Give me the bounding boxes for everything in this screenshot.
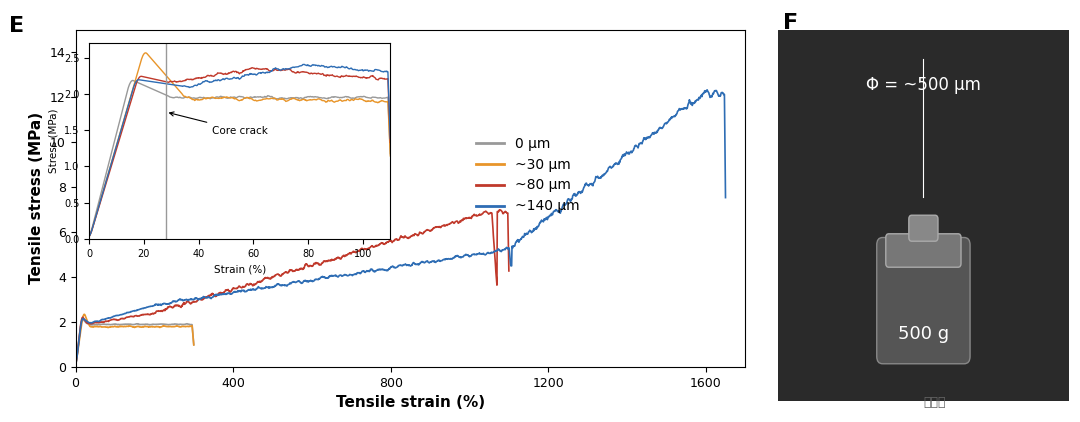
- Text: Φ = ~500 μm: Φ = ~500 μm: [866, 76, 981, 94]
- X-axis label: Tensile strain (%): Tensile strain (%): [336, 395, 485, 411]
- FancyBboxPatch shape: [909, 215, 937, 241]
- FancyBboxPatch shape: [877, 238, 970, 364]
- Text: 500 g: 500 g: [897, 325, 949, 343]
- Text: 量子位: 量子位: [923, 396, 945, 409]
- Text: E: E: [9, 16, 24, 36]
- Text: F: F: [783, 13, 798, 32]
- Y-axis label: Tensile stress (MPa): Tensile stress (MPa): [29, 112, 44, 284]
- FancyBboxPatch shape: [886, 234, 961, 267]
- Legend: 0 μm, ~30 μm, ~80 μm, ~140 μm: 0 μm, ~30 μm, ~80 μm, ~140 μm: [471, 131, 585, 219]
